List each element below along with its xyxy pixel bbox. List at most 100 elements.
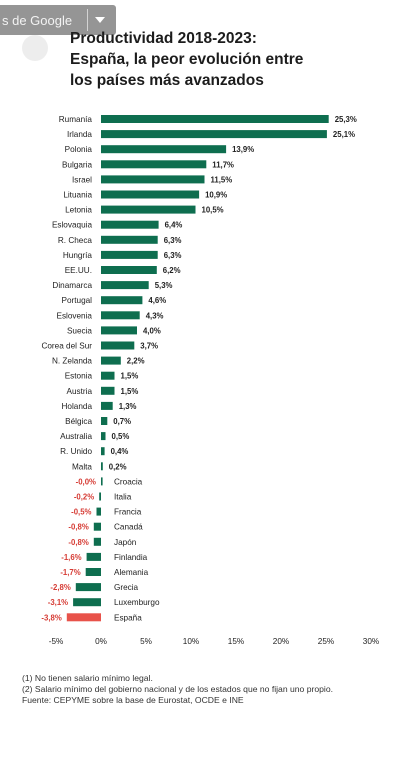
- value-label-12: 4,6%: [148, 296, 166, 305]
- bar-11: [101, 281, 149, 290]
- value-label-6: 10,5%: [202, 206, 224, 215]
- x-tick-label-5: 20%: [273, 637, 289, 646]
- category-label-5: Lituania: [63, 191, 92, 200]
- category-label-33: España: [114, 613, 142, 622]
- chart-title: Productividad 2018-2023: España, la peor…: [70, 28, 390, 91]
- google-overlay-bar[interactable]: s de Google: [0, 5, 116, 35]
- value-label-7: 6,4%: [165, 221, 183, 230]
- value-label-13: 4,3%: [146, 311, 164, 320]
- value-label-33: -3,8%: [41, 613, 61, 622]
- x-tick-label-7: 30%: [363, 637, 379, 646]
- footnote-1: (1) No tienen salario mínimo legal.: [22, 673, 153, 683]
- category-label-31: Grecia: [114, 583, 139, 592]
- bar-15: [101, 341, 135, 350]
- category-label-0: Rumanía: [59, 115, 93, 124]
- x-tick-label-4: 15%: [228, 637, 244, 646]
- value-label-5: 10,9%: [205, 191, 227, 200]
- value-label-10: 6,2%: [163, 266, 181, 275]
- category-label-7: Eslovaquia: [52, 221, 93, 230]
- value-label-16: 2,2%: [127, 357, 145, 366]
- footnote-2: (2) Salario mínimo del gobierno nacional…: [22, 684, 333, 694]
- category-label-27: Canadá: [114, 523, 143, 532]
- category-label-8: R. Checa: [58, 236, 93, 245]
- bar-21: [101, 432, 106, 441]
- x-tick-label-3: 10%: [183, 637, 199, 646]
- category-label-12: Portugal: [62, 296, 93, 305]
- value-label-15: 3,7%: [140, 342, 158, 351]
- value-label-2: 13,9%: [232, 145, 254, 154]
- value-label-30: -1,7%: [60, 568, 80, 577]
- bar-33: [66, 613, 101, 622]
- x-tick-label-0: -5%: [49, 637, 64, 646]
- category-label-21: Australia: [60, 432, 92, 441]
- value-label-0: 25,3%: [335, 115, 357, 124]
- google-overlay-label: s de Google: [2, 13, 73, 28]
- value-label-11: 5,3%: [155, 281, 173, 290]
- bar-29: [86, 552, 101, 561]
- bar-30: [85, 568, 101, 576]
- bar-14: [101, 326, 137, 335]
- category-label-3: Bulgaria: [62, 160, 92, 169]
- category-label-28: Japón: [114, 538, 137, 547]
- category-label-29: Finlandia: [114, 553, 148, 562]
- bar-27: [93, 522, 101, 531]
- bar-12: [101, 296, 143, 305]
- bar-10: [101, 266, 157, 274]
- category-label-11: Dinamarca: [52, 281, 92, 290]
- category-label-30: Alemania: [114, 568, 149, 577]
- bar-4: [101, 175, 205, 184]
- value-label-1: 25,1%: [333, 130, 355, 139]
- category-label-13: Eslovenia: [56, 311, 92, 320]
- value-label-25: -0,2%: [74, 493, 94, 502]
- bar-chart: Rumanía 25,3% Irlanda 25,1% Polonia 13,9% Bulg…: [41, 115, 379, 646]
- value-label-27: -0,8%: [68, 523, 88, 532]
- bar-7: [101, 220, 159, 229]
- overlay-circle: [22, 35, 48, 61]
- category-label-15: Corea del Sur: [41, 342, 92, 351]
- category-label-1: Irlanda: [67, 130, 92, 139]
- x-tick-label-1: 0%: [95, 637, 107, 646]
- value-label-17: 1,5%: [121, 372, 139, 381]
- category-label-26: Francia: [114, 508, 142, 517]
- category-label-6: Letonia: [65, 206, 92, 215]
- bar-19: [101, 401, 113, 410]
- value-label-4: 11,5%: [211, 175, 233, 184]
- x-tick-label-6: 25%: [318, 637, 334, 646]
- chevron-down-icon[interactable]: [95, 17, 105, 23]
- value-label-19: 1,3%: [119, 402, 137, 411]
- chart-title-line-3: los países más avanzados: [70, 72, 264, 89]
- value-label-3: 11,7%: [212, 160, 234, 169]
- category-label-22: R. Unido: [60, 447, 92, 456]
- bar-17: [101, 371, 115, 380]
- bar-13: [101, 311, 140, 320]
- category-label-23: Malta: [72, 462, 92, 471]
- value-label-24: -0,0%: [76, 477, 96, 486]
- value-label-21: 0,5%: [112, 432, 130, 441]
- bar-5: [101, 190, 200, 199]
- category-label-2: Polonia: [65, 145, 93, 154]
- footnote-source: Fuente: CEPYME sobre la base de Eurostat…: [22, 695, 244, 705]
- chart-title-line-1: Productividad 2018-2023:: [70, 30, 257, 47]
- value-label-23: 0,2%: [109, 462, 127, 471]
- bar-2: [101, 145, 227, 154]
- bar-18: [101, 386, 115, 395]
- category-label-10: EE.UU.: [65, 266, 92, 275]
- bar-24: [101, 477, 103, 486]
- bar-23: [101, 462, 103, 471]
- bar-20: [101, 417, 108, 425]
- category-label-24: Croacia: [114, 477, 143, 486]
- value-label-22: 0,4%: [111, 447, 129, 456]
- category-label-32: Luxemburgo: [114, 598, 160, 607]
- value-label-31: -2,8%: [50, 583, 70, 592]
- bar-3: [101, 160, 207, 169]
- value-label-29: -1,6%: [61, 553, 81, 562]
- category-label-20: Bélgica: [65, 417, 92, 426]
- bar-6: [101, 205, 196, 214]
- bar-22: [101, 447, 105, 456]
- category-label-19: Holanda: [62, 402, 93, 411]
- bar-0: [101, 115, 329, 123]
- bar-16: [101, 356, 121, 365]
- value-label-14: 4,0%: [143, 326, 161, 335]
- value-label-28: -0,8%: [68, 538, 88, 547]
- bar-32: [73, 598, 101, 607]
